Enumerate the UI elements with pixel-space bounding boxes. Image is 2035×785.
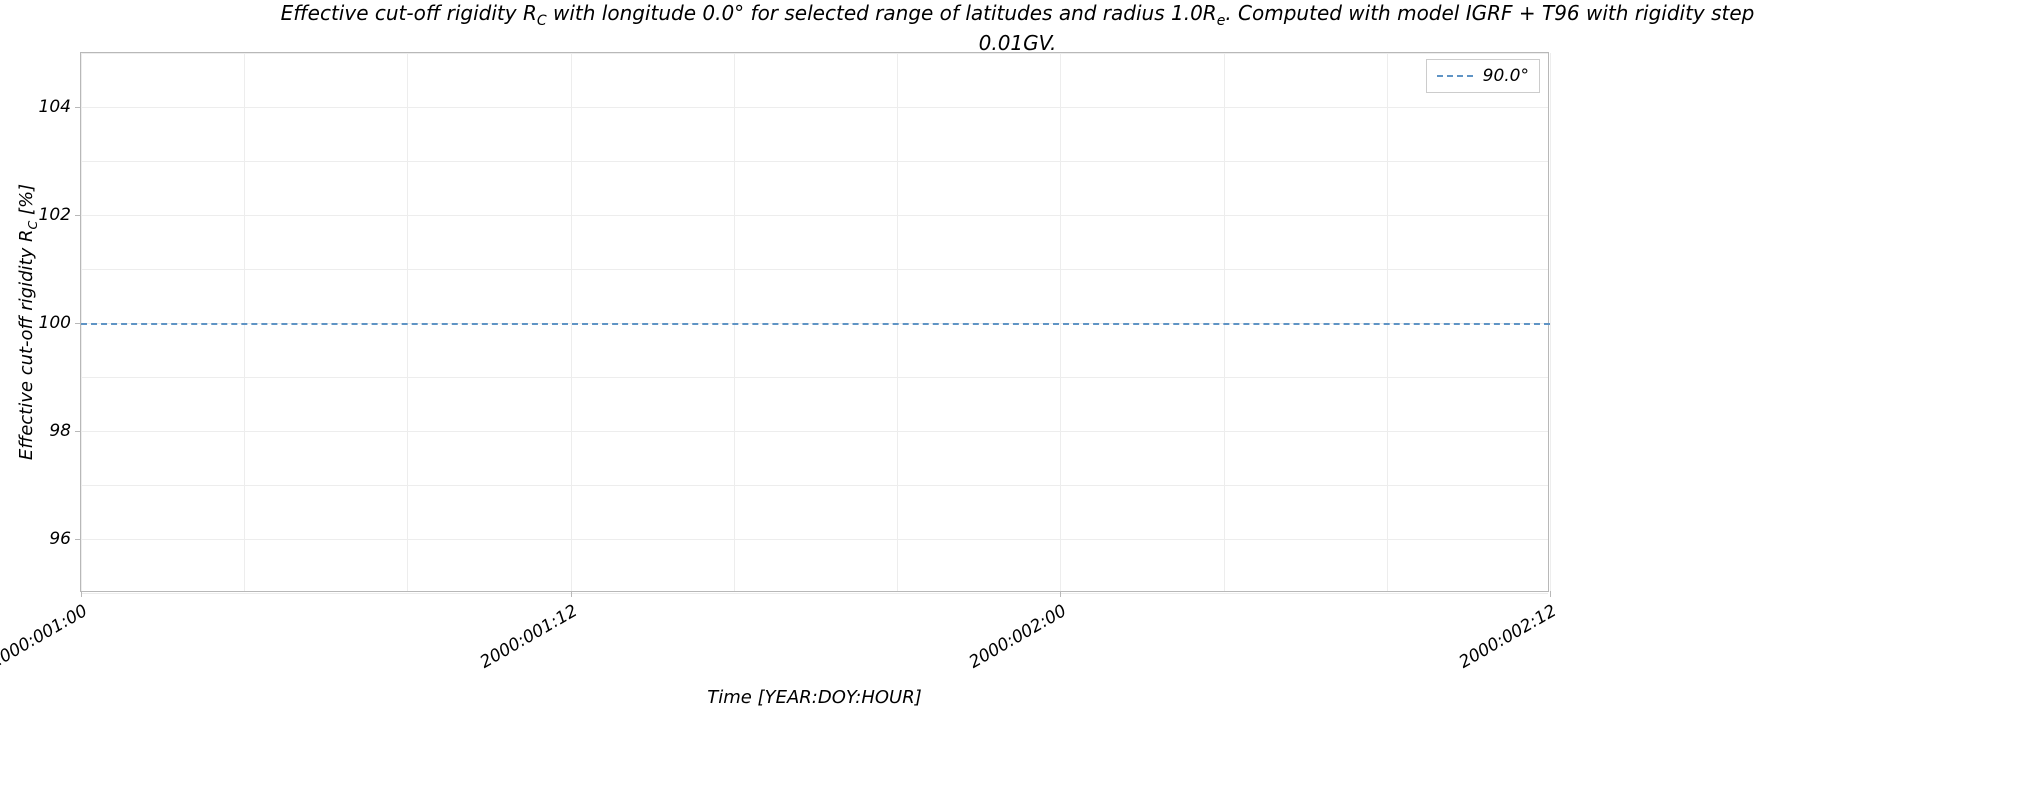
xtick-label: 2000:002:12	[1456, 601, 1560, 673]
legend-label: 90.0°	[1483, 66, 1529, 86]
grid-line-v-minor	[1060, 53, 1061, 591]
xtick-label: 2000:001:00	[0, 601, 91, 673]
ytick-label: 96	[49, 529, 81, 549]
ytick-label: 104	[39, 97, 81, 117]
legend-swatch	[1437, 75, 1473, 77]
xtick-mark	[571, 591, 572, 597]
grid-line-h-minor	[81, 215, 1548, 216]
legend: 90.0°	[1426, 59, 1540, 93]
grid-line-v-minor	[81, 53, 82, 591]
grid-line-v-minor	[1224, 53, 1225, 591]
grid-line-v-minor	[897, 53, 898, 591]
grid-line-v-minor	[1387, 53, 1388, 591]
xtick-label: 2000:001:12	[476, 601, 580, 673]
ytick-label: 100	[39, 313, 81, 333]
series-line	[81, 323, 1550, 325]
grid-line-h-minor	[81, 377, 1548, 378]
grid-line-h-minor	[81, 269, 1548, 270]
grid-line-h-minor	[81, 539, 1548, 540]
x-axis-label: Time [YEAR:DOY:HOUR]	[707, 687, 922, 708]
grid-line-h-minor	[81, 161, 1548, 162]
ytick-label: 98	[49, 421, 81, 441]
title-line1: Effective cut-off rigidity RC with longi…	[281, 1, 1755, 25]
xtick-mark	[81, 591, 82, 597]
xtick-mark	[1550, 591, 1551, 597]
chart-title: Effective cut-off rigidity RC with longi…	[0, 0, 2035, 56]
grid-line-v-minor	[244, 53, 245, 591]
y-axis-label: Effective cut-off rigidity RC [%]	[16, 184, 40, 460]
grid-line-h-minor	[81, 485, 1548, 486]
grid-line-v-minor	[1550, 53, 1551, 591]
grid-line-h-minor	[81, 107, 1548, 108]
grid-line-h-minor	[81, 593, 1548, 594]
grid-line-v-minor	[734, 53, 735, 591]
grid-line-h-minor	[81, 431, 1548, 432]
plot-area: 96981001021042000:001:002000:001:122000:…	[80, 52, 1549, 592]
xtick-label: 2000:002:00	[966, 601, 1070, 673]
xtick-mark	[1060, 591, 1061, 597]
grid-line-v-minor	[571, 53, 572, 591]
grid-line-v-minor	[407, 53, 408, 591]
grid-line-h-minor	[81, 53, 1548, 54]
ytick-label: 102	[39, 205, 81, 225]
